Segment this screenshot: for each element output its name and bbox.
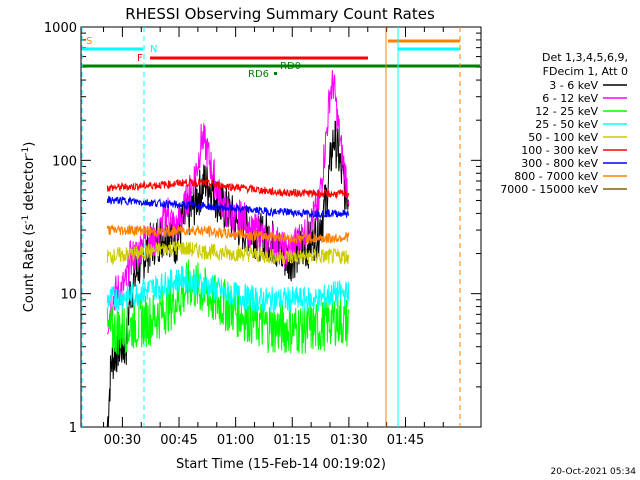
legend-entry-label: 25 - 50 keV	[535, 118, 598, 131]
series-line-3	[106, 265, 350, 314]
series-lines	[106, 70, 350, 428]
flag-label-s: S	[86, 36, 92, 47]
legend-entry-label: 100 - 300 keV	[521, 144, 598, 157]
x-tick-label: 00:30	[104, 433, 141, 448]
chart-title: RHESSI Observing Summary Count Rates	[125, 5, 435, 23]
legend-header-line-2: FDecim 1, Att 0	[543, 65, 628, 78]
flag-label-rd0: RD0	[280, 61, 301, 72]
flag-label-f: F	[137, 53, 143, 64]
legend-entry-label: 50 - 100 keV	[528, 131, 598, 144]
legend: Det 1,3,4,5,6,9, FDecim 1, Att 0 3 - 6 k…	[500, 51, 628, 196]
y-tick-label: 10	[60, 288, 77, 303]
x-axis-label: Start Time (15-Feb-14 00:19:02)	[176, 457, 386, 472]
series-line-4	[106, 241, 350, 266]
x-axis: 00:30 00:45 01:00 01:15 01:30 01:45	[103, 27, 444, 448]
y-axis-label: Count Rate (s-1 detector-1)	[21, 142, 37, 313]
series-line-2	[106, 259, 350, 356]
x-tick-label: 01:45	[387, 433, 424, 448]
series-line-5	[106, 177, 350, 200]
legend-entry-label: 12 - 25 keV	[535, 105, 598, 118]
x-tick-label: 00:45	[160, 433, 197, 448]
series-line-6	[106, 195, 350, 219]
flag-point-rd6	[274, 72, 277, 75]
y-axis: 1 10 100 1000	[44, 21, 481, 436]
flag-label-n: N	[150, 44, 157, 55]
footer-timestamp: 20-Oct-2021 05:34	[551, 467, 637, 477]
y-tick-label: 1000	[44, 21, 77, 36]
legend-entry-label: 300 - 800 keV	[521, 157, 598, 170]
legend-entry-label: 3 - 6 keV	[549, 79, 598, 92]
series-line-7	[106, 224, 350, 245]
x-tick-label: 01:00	[217, 433, 254, 448]
y-tick-label: 100	[52, 154, 77, 169]
x-tick-label: 01:15	[274, 433, 311, 448]
legend-entry-label: 6 - 12 keV	[542, 92, 598, 105]
flag-markers: S NF RD0 RD6	[81, 27, 480, 427]
x-tick-label: 01:30	[330, 433, 367, 448]
legend-entry-label: 800 - 7000 keV	[514, 170, 598, 183]
legend-entry-label: 7000 - 15000 keV	[500, 183, 598, 196]
plot-frame	[80, 26, 482, 428]
legend-header-line-1: Det 1,3,4,5,6,9,	[542, 51, 628, 64]
y-tick-label: 1	[69, 421, 77, 436]
flag-label-rd6: RD6	[248, 69, 269, 80]
